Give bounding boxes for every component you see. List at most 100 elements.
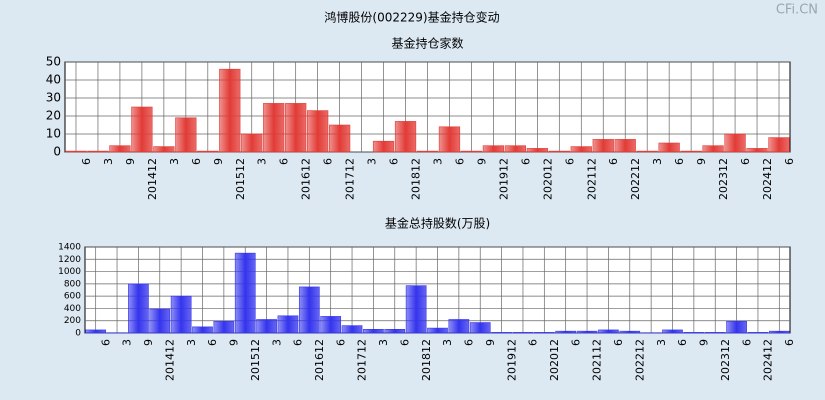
- bar: [363, 329, 384, 334]
- bar: [328, 124, 351, 153]
- bar: [570, 146, 592, 153]
- bar: [619, 330, 641, 334]
- x-tick-label: 3: [270, 339, 283, 346]
- x-tick-label: 6: [206, 339, 219, 346]
- x-tick-label: 6: [322, 158, 335, 165]
- bar: [85, 329, 107, 334]
- x-tick-label: 6: [740, 339, 753, 346]
- x-tick-label: 201412: [163, 339, 176, 381]
- bar: [438, 126, 461, 153]
- bar: [726, 321, 747, 334]
- x-tick-label: 202412: [762, 339, 775, 381]
- x-tick-label: 3: [431, 158, 444, 165]
- y-tick-label: 0: [53, 145, 61, 159]
- x-tick-label: 202112: [591, 339, 604, 381]
- watermark: CFi.CN: [776, 3, 818, 18]
- bar: [576, 330, 598, 334]
- x-tick-label: 9: [228, 339, 241, 346]
- bar: [149, 308, 171, 334]
- bar: [526, 148, 548, 153]
- bar: [683, 332, 705, 334]
- bar: [614, 139, 636, 153]
- x-tick-label: 201812: [420, 339, 433, 381]
- bar: [533, 332, 555, 334]
- chart-title: 鸿博股份(002229)基金持仓变动: [324, 10, 499, 25]
- x-tick-label: 202212: [629, 158, 642, 200]
- bar: [469, 322, 491, 334]
- x-tick-label: 3: [441, 339, 454, 346]
- x-tick-label: 6: [80, 158, 93, 165]
- bar: [555, 330, 577, 334]
- x-tick-label: 9: [695, 158, 708, 165]
- bar: [460, 150, 483, 153]
- x-tick-label: 201712: [356, 339, 369, 381]
- y-tick-label: 200: [64, 316, 81, 326]
- y-tick-label: 0: [75, 329, 81, 339]
- x-tick-label: 6: [783, 339, 796, 346]
- x-tick-label: 9: [484, 339, 497, 346]
- bar: [109, 145, 131, 153]
- x-tick-label: 202112: [585, 158, 598, 200]
- x-tick-label: 6: [334, 339, 347, 346]
- y-tick-label: 800: [64, 279, 81, 289]
- x-tick-label: 201512: [234, 158, 247, 200]
- bar: [170, 295, 192, 334]
- bar: [256, 319, 277, 334]
- x-tick-label: 3: [366, 158, 379, 165]
- bar: [277, 315, 299, 334]
- bar: [394, 121, 417, 153]
- bar: [320, 316, 342, 334]
- x-tick-label: 202312: [719, 339, 732, 381]
- bar: [341, 325, 363, 334]
- bar: [512, 332, 534, 334]
- x-tick-label: 6: [99, 339, 112, 346]
- y-tick-label: 20: [46, 109, 61, 123]
- x-tick-label: 6: [739, 158, 752, 165]
- bar: [213, 321, 235, 334]
- bar: [219, 68, 241, 153]
- x-tick-label: 201612: [313, 339, 326, 381]
- bar: [746, 148, 768, 153]
- bar: [87, 150, 109, 153]
- x-tick-label: 201612: [300, 158, 313, 200]
- y-tick-label: 1400: [58, 243, 81, 253]
- x-tick-label: 6: [519, 158, 532, 165]
- bar: [197, 150, 219, 153]
- bar: [192, 326, 213, 334]
- x-tick-label: 9: [212, 158, 225, 165]
- bar: [285, 103, 307, 153]
- x-tick-label: 3: [185, 339, 198, 346]
- x-tick-label: 6: [190, 158, 203, 165]
- x-tick-label: 6: [388, 158, 401, 165]
- x-tick-label: 6: [292, 339, 305, 346]
- bar: [263, 103, 285, 153]
- x-tick-label: 9: [475, 158, 488, 165]
- x-tick-label: 6: [563, 158, 576, 165]
- x-tick-label: 6: [278, 158, 291, 165]
- bar: [548, 150, 570, 153]
- bar: [704, 332, 726, 334]
- bar: [65, 150, 87, 153]
- chart-subtitle: 基金总持股数(万股): [385, 216, 490, 231]
- y-tick-label: 10: [46, 127, 61, 141]
- x-tick-label: 6: [673, 158, 686, 165]
- bar: [372, 140, 395, 153]
- bar: [768, 137, 790, 153]
- bar: [636, 150, 658, 153]
- x-tick-label: 6: [569, 339, 582, 346]
- x-tick-label: 3: [655, 339, 668, 346]
- x-tick-label: 201512: [249, 339, 262, 381]
- bar: [427, 327, 448, 334]
- x-tick-label: 6: [783, 158, 796, 165]
- x-tick-label: 202012: [548, 339, 561, 381]
- x-tick-label: 3: [121, 339, 134, 346]
- bar: [482, 145, 505, 153]
- x-tick-label: 6: [612, 339, 625, 346]
- x-tick-label: 202012: [541, 158, 554, 200]
- bar: [768, 330, 790, 334]
- bar: [298, 286, 320, 334]
- x-tick-label: 202212: [633, 339, 646, 381]
- bar: [416, 150, 439, 153]
- bar: [680, 150, 702, 153]
